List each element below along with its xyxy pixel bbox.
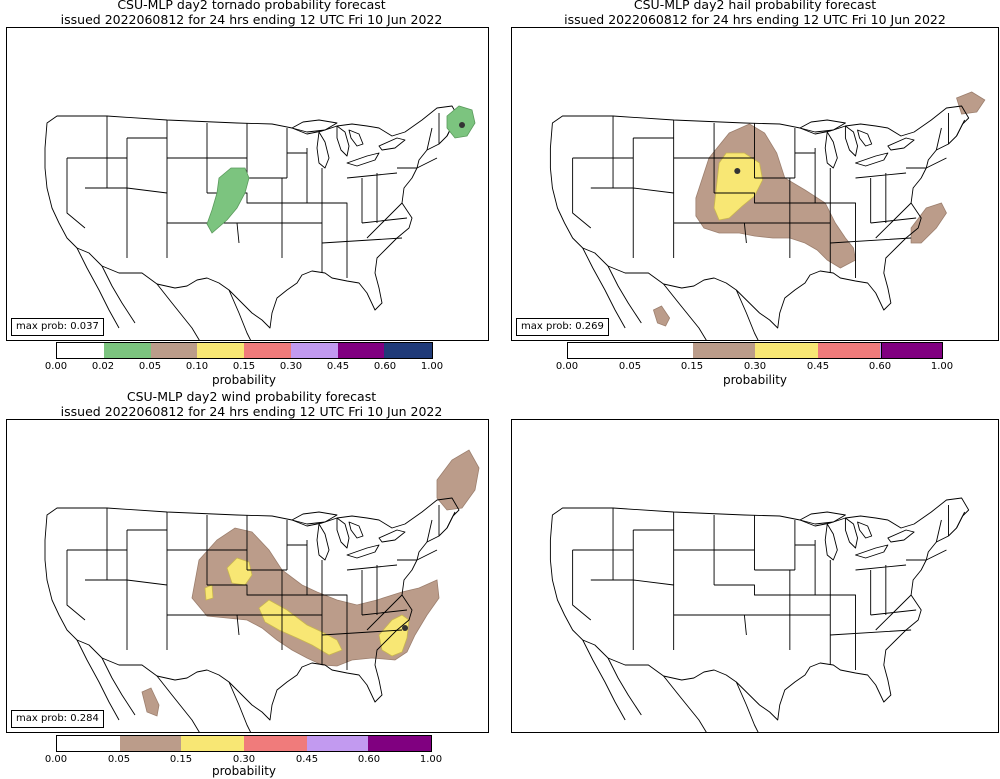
- hail-tick-5: 0.60: [868, 361, 892, 372]
- wind-tick-4: 0.45: [295, 754, 319, 765]
- tornado-tick-1: 0.02: [91, 361, 115, 372]
- hail-prob-area-sw: [652, 305, 671, 327]
- tornado-tick-6: 0.45: [326, 361, 350, 372]
- tornado-tick-2: 0.05: [138, 361, 162, 372]
- hail-prob-area-ne: [956, 91, 986, 115]
- tornado-tick-8: 1.00: [420, 361, 444, 372]
- wind-tick-5: 0.60: [357, 754, 381, 765]
- hail-title-line2: issued 2022060812 for 24 hrs ending 12 U…: [564, 12, 946, 27]
- max-prob-marker: [402, 625, 408, 631]
- wind-colorbar-label: probability: [211, 764, 277, 778]
- hail-colorbar-label: probability: [722, 373, 788, 387]
- wind-prob-area-high-3: [378, 614, 410, 657]
- tornado-tick-0: 0.00: [44, 361, 68, 372]
- wind-prob-area-high-2: [258, 599, 343, 656]
- wind-tick-0: 0.00: [44, 754, 68, 765]
- hail-colorbar: [567, 342, 943, 359]
- wind-map: max prob: 0.284: [6, 419, 489, 733]
- wind-prob-area-sw: [141, 687, 160, 717]
- hail-tick-3: 0.30: [743, 361, 767, 372]
- wind-tick-1: 0.05: [107, 754, 131, 765]
- tornado-prob-area: [206, 167, 250, 234]
- hail-max-prob: max prob: 0.269: [516, 318, 609, 336]
- wind-title-line2: issued 2022060812 for 24 hrs ending 12 U…: [60, 404, 443, 419]
- tornado-title-line2: issued 2022060812 for 24 hrs ending 12 U…: [60, 12, 443, 27]
- wind-colorbar: [56, 735, 432, 752]
- wind-title-line1: CSU-MLP day2 wind probability forecast: [126, 389, 377, 404]
- tornado-title-line1: CSU-MLP day2 tornado probability forecas…: [117, 0, 386, 12]
- hail-tick-0: 0.00: [555, 361, 579, 372]
- wind-max-prob: max prob: 0.284: [11, 710, 104, 728]
- tornado-colorbar: [56, 342, 433, 359]
- max-prob-marker: [459, 122, 465, 128]
- wind-prob-area-ne: [436, 449, 480, 511]
- wind-tick-6: 1.00: [419, 754, 443, 765]
- hail-map: max prob: 0.269: [511, 27, 999, 341]
- tornado-tick-7: 0.60: [373, 361, 397, 372]
- tornado-max-prob: max prob: 0.037: [11, 318, 104, 336]
- wind-tick-2: 0.15: [169, 754, 193, 765]
- hail-tick-6: 1.00: [930, 361, 954, 372]
- tornado-map: max prob: 0.037: [6, 27, 489, 341]
- wind-tick-3: 0.30: [232, 754, 256, 765]
- hail-tick-1: 0.05: [618, 361, 642, 372]
- tornado-tick-5: 0.30: [279, 361, 303, 372]
- hail-prob-area-se: [910, 202, 947, 244]
- tornado-tick-3: 0.10: [185, 361, 209, 372]
- blank-map: [511, 419, 999, 733]
- tornado-tick-4: 0.15: [232, 361, 256, 372]
- max-prob-marker: [734, 168, 741, 174]
- wind-prob-area-high-1: [226, 557, 253, 586]
- wind-prob-area-high-4: [204, 584, 214, 601]
- hail-tick-4: 0.45: [806, 361, 830, 372]
- tornado-colorbar-label: probability: [211, 373, 277, 387]
- tornado-prob-area-ne: [446, 105, 476, 139]
- hail-title-line1: CSU-MLP day2 hail probability forecast: [633, 0, 877, 12]
- hail-tick-2: 0.15: [680, 361, 704, 372]
